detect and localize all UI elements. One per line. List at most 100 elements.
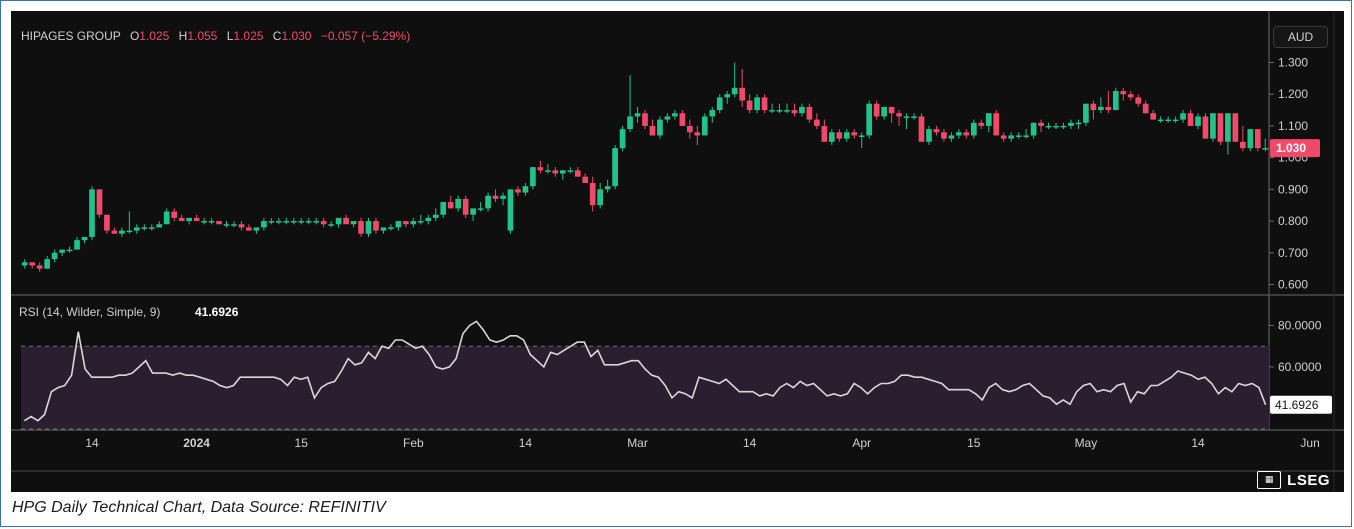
rsi-tick-label: 80.0000 [1278, 318, 1322, 332]
candle-body [985, 113, 992, 126]
candle-body [672, 113, 678, 117]
candle-body [470, 208, 476, 215]
candle-body [373, 221, 379, 231]
candle-body [208, 221, 215, 223]
candle-body [350, 221, 357, 225]
candle-body [1120, 91, 1127, 95]
candle-body [1098, 106, 1104, 111]
candle-body [186, 217, 192, 222]
candle-body [1225, 113, 1231, 142]
candle-body [799, 106, 805, 114]
open-value: 1.025 [139, 29, 169, 43]
candle-body [1240, 141, 1246, 149]
candle-body [171, 211, 178, 218]
low-value: 1.025 [233, 29, 263, 43]
chart-panel: HIPAGES GROUP O1.025 H1.055 L1.025 C1.03… [11, 11, 1344, 492]
candle-body [29, 262, 36, 266]
lseg-logo: ▦ LSEG [1257, 469, 1330, 491]
rsi-last-label: 41.6926 [1275, 398, 1319, 412]
rsi-title: RSI (14, Wilder, Simple, 9) [19, 305, 160, 319]
candle-body [709, 110, 716, 117]
candle-body [1083, 103, 1089, 123]
candle-body [776, 110, 783, 112]
candle-body [545, 170, 551, 172]
candle-body [432, 214, 439, 218]
candle-body [933, 129, 940, 133]
candle-body [440, 202, 447, 215]
candle-body [1038, 122, 1044, 126]
candle-body [1180, 113, 1186, 120]
candle-body [1105, 106, 1112, 111]
candle-body [821, 125, 828, 142]
candle-body [828, 132, 835, 142]
lseg-logo-text: LSEG [1287, 471, 1330, 489]
currency-button[interactable]: AUD [1273, 26, 1328, 48]
candle-body [21, 262, 28, 266]
candle-body [1232, 113, 1239, 142]
figure-caption: HPG Daily Technical Chart, Data Source: … [12, 499, 386, 516]
x-tick-label: 15 [295, 436, 309, 450]
candle-body [926, 129, 932, 142]
candle-body [104, 214, 110, 231]
candle-body [89, 189, 95, 237]
candle-body [425, 217, 432, 222]
candle-body [552, 170, 559, 174]
candle-body [313, 221, 320, 223]
price-rsi-chart[interactable]: HIPAGES GROUP O1.025 H1.055 L1.025 C1.03… [11, 11, 1344, 492]
candle-body [1172, 119, 1179, 122]
candle-body [1165, 119, 1171, 122]
candle-body [1262, 148, 1269, 150]
candle-body [866, 103, 873, 136]
x-tick-label: May [1075, 436, 1098, 450]
candle-body [530, 167, 536, 187]
candle-body [978, 122, 985, 126]
candle-body [873, 103, 880, 117]
change-value: −0.057 (−5.29%) [321, 29, 410, 43]
candle-body [507, 189, 514, 231]
rsi-last-value-legend: 41.6926 [195, 305, 239, 319]
candle-body [858, 135, 865, 137]
candle-body [679, 113, 686, 126]
candle-body [948, 135, 955, 139]
x-tick-label: Feb [403, 436, 424, 450]
candle-body [238, 224, 245, 228]
candle-body [335, 217, 342, 225]
candle-body [1187, 113, 1194, 126]
svg-text:HIPAGES GROUP O1.025: HIPAGES GROUP O1.025 H1.055 L1.025 C1.03… [21, 29, 410, 43]
candle-body [283, 221, 290, 223]
candle-body [1075, 122, 1082, 125]
candle-body [410, 221, 417, 225]
candle-body [320, 221, 327, 225]
open-label: O [130, 29, 139, 43]
candle-body [1015, 135, 1022, 137]
rsi-last-badge [1270, 395, 1332, 414]
candle-body [477, 208, 484, 210]
candle-body [836, 132, 843, 139]
x-tick-label: Mar [627, 436, 648, 450]
candle-body [657, 119, 663, 136]
candle-body [163, 211, 170, 225]
candle-body [223, 224, 230, 226]
candle-body [1060, 125, 1067, 128]
candle-body [941, 132, 947, 139]
candle-body [612, 148, 618, 187]
price-tick-label: 1.200 [1278, 87, 1308, 101]
currency-label: AUD [1287, 30, 1314, 44]
candle-body [96, 189, 103, 215]
candle-body [724, 94, 731, 98]
candle-body [500, 195, 506, 199]
candle-body [1150, 113, 1157, 120]
candle-body [59, 249, 65, 253]
x-tick-label: Jun [1300, 436, 1319, 450]
candle-body [754, 97, 760, 111]
candle-body [739, 87, 745, 101]
candle-body [701, 116, 708, 136]
candle-body [193, 217, 200, 222]
high-label: H [179, 29, 188, 43]
candle-body [261, 221, 267, 228]
symbol-name: HIPAGES GROUP [21, 29, 121, 43]
candle-body [619, 129, 626, 149]
candle-body [462, 198, 469, 215]
price-tick-label: 1.100 [1278, 119, 1308, 133]
